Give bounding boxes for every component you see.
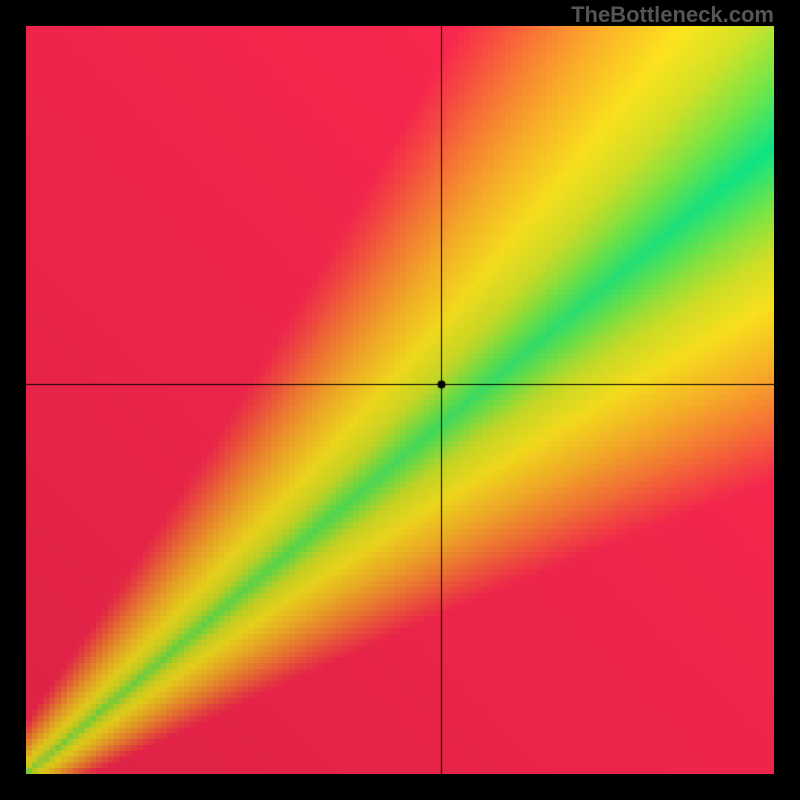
watermark-text: TheBottleneck.com: [571, 2, 774, 28]
crosshair-overlay: [26, 26, 774, 774]
